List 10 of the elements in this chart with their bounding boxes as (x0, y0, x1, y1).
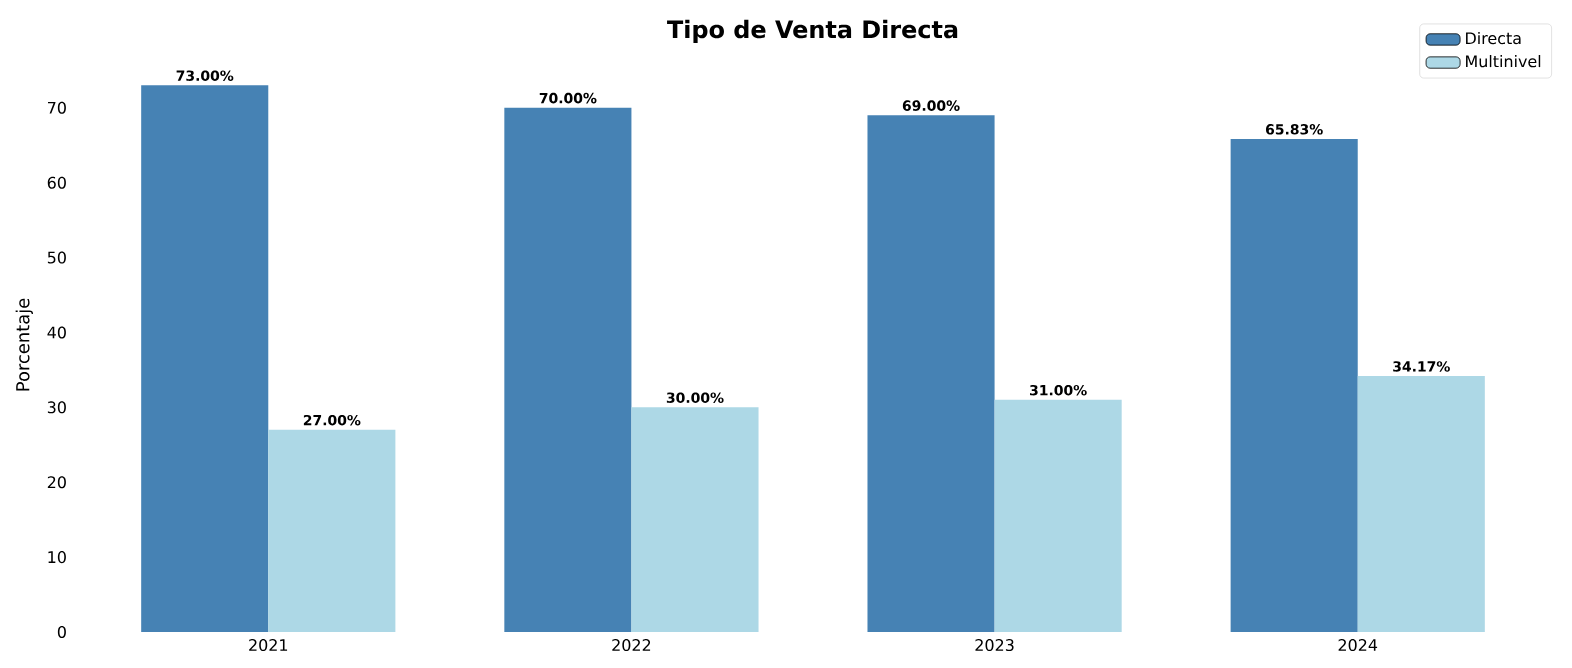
chart-title: Tipo de Venta Directa (667, 19, 958, 43)
bar (268, 429, 396, 632)
bar (141, 85, 269, 632)
bar (1230, 139, 1358, 632)
bar (504, 107, 632, 632)
bar (867, 115, 995, 632)
bar (994, 399, 1122, 632)
y-axis-title: Porcentaje (15, 298, 33, 391)
bar (631, 407, 759, 632)
bar (1357, 376, 1485, 632)
